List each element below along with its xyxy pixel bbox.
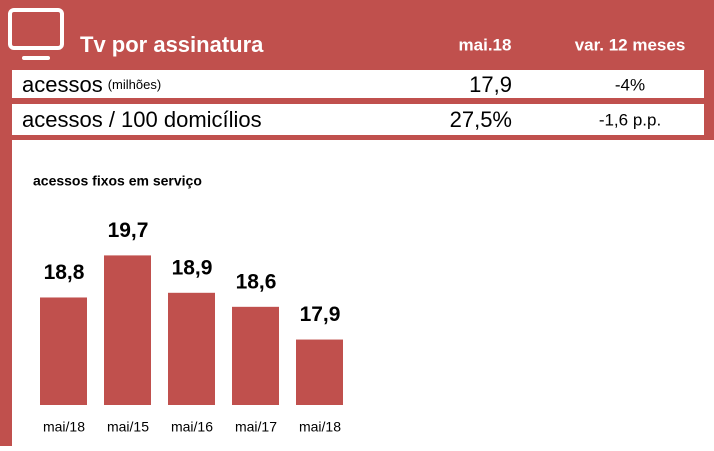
data-label: 19,7 [108,219,149,242]
x-tick-label: mai/18 [299,419,341,435]
row-value: 17,9 [469,72,512,97]
header-title: Tv por assinatura [80,32,264,57]
bar [232,306,279,405]
bar [40,297,87,405]
row-bg [12,104,704,135]
x-tick-label: mai/16 [171,419,213,435]
chart-title: acessos fixos em serviço [33,173,202,189]
row-change: -1,6 p.p. [599,110,661,129]
column-header: mai.18 [459,35,512,54]
x-tick-label: mai/18 [43,419,85,435]
row-value: 27,5% [450,107,512,132]
tv-icon [8,8,64,60]
bar [168,292,215,405]
data-label: 18,6 [236,270,277,293]
bar [296,339,343,405]
bar [104,255,151,405]
x-tick-label: mai/15 [107,419,149,435]
data-label: 18,8 [44,261,85,284]
data-label: 18,9 [172,256,213,279]
row-note: (milhões) [108,77,161,92]
row-label: acessos (milhões) [22,72,161,97]
row-label-main: acessos [22,72,103,97]
row-label: acessos / 100 domicílios [22,107,262,132]
data-label: 17,9 [300,303,341,326]
row-bg [12,70,704,98]
column-header: var. 12 meses [575,35,686,54]
row-change: -4% [615,75,645,94]
x-tick-label: mai/17 [235,419,277,435]
